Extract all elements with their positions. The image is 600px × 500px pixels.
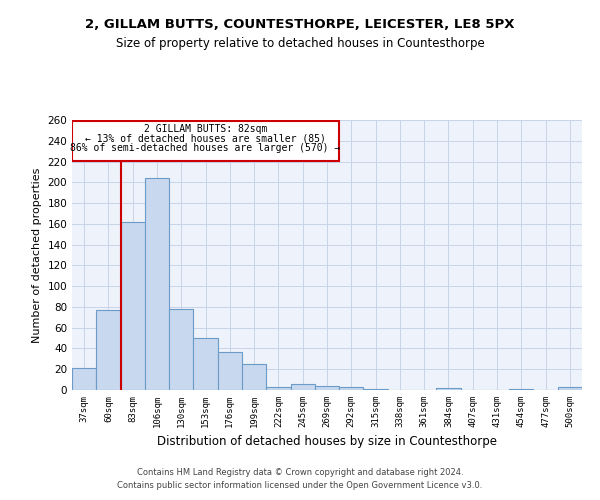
Bar <box>169 309 193 390</box>
Text: Size of property relative to detached houses in Countesthorpe: Size of property relative to detached ho… <box>116 38 484 51</box>
Text: 86% of semi-detached houses are larger (570) →: 86% of semi-detached houses are larger (… <box>70 143 341 153</box>
Bar <box>145 178 169 390</box>
Bar <box>266 387 290 390</box>
Bar <box>218 352 242 390</box>
Bar <box>72 368 96 390</box>
Text: 2, GILLAM BUTTS, COUNTESTHORPE, LEICESTER, LE8 5PX: 2, GILLAM BUTTS, COUNTESTHORPE, LEICESTE… <box>85 18 515 30</box>
Bar <box>364 389 388 390</box>
Bar <box>509 389 533 390</box>
Bar <box>121 222 145 390</box>
Bar <box>193 338 218 390</box>
Text: ← 13% of detached houses are smaller (85): ← 13% of detached houses are smaller (85… <box>85 134 326 143</box>
Bar <box>558 387 582 390</box>
Bar <box>315 386 339 390</box>
Text: Contains HM Land Registry data © Crown copyright and database right 2024.: Contains HM Land Registry data © Crown c… <box>137 468 463 477</box>
Bar <box>242 364 266 390</box>
Bar <box>436 388 461 390</box>
Bar <box>96 310 121 390</box>
X-axis label: Distribution of detached houses by size in Countesthorpe: Distribution of detached houses by size … <box>157 436 497 448</box>
Bar <box>72 121 339 160</box>
Text: 2 GILLAM BUTTS: 82sqm: 2 GILLAM BUTTS: 82sqm <box>144 124 267 134</box>
Text: Contains public sector information licensed under the Open Government Licence v3: Contains public sector information licen… <box>118 480 482 490</box>
Bar <box>339 387 364 390</box>
Y-axis label: Number of detached properties: Number of detached properties <box>32 168 42 342</box>
Bar <box>290 384 315 390</box>
